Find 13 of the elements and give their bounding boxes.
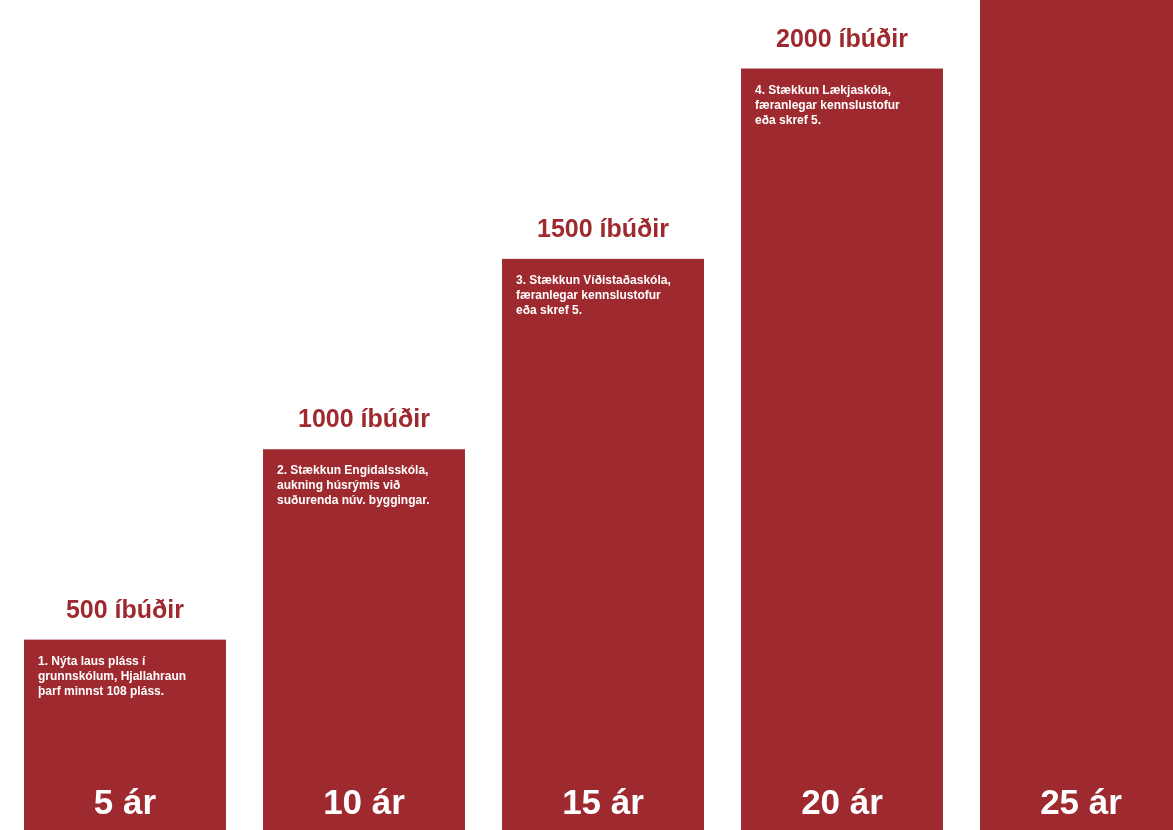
data-label: 1000 íbúðir bbox=[298, 404, 431, 433]
data-label: 2000 íbúðir bbox=[776, 23, 909, 52]
x-tick-label: 20 ár bbox=[801, 782, 884, 821]
annotation: 2. Stækkun Engidalsskóla, aukning húsrýmis við suðurenda núv. byggingar. bbox=[277, 463, 431, 509]
annotation: 1. Nýta laus pláss í grunnskólum, Hjallahraun þarf minnst 108 pláss. bbox=[38, 653, 188, 699]
x-tick-label: 5 ár bbox=[93, 782, 157, 821]
annotation: 3. Stækkun Víðistaðaskóla, færanlegar kennslustofur eða skref 5. bbox=[516, 272, 672, 318]
x-tick-label: 25 ár bbox=[1040, 782, 1123, 821]
data-label: 1500 íbúðir bbox=[537, 213, 670, 242]
x-tick-label: 10 ár bbox=[323, 782, 406, 821]
x-tick-label: 15 ár bbox=[562, 782, 645, 821]
data-label: 500 íbúðir bbox=[65, 594, 185, 623]
annotation: 4. Stækkun Lækjaskóla, færanlegar kennslustofur eða skref 5. bbox=[755, 82, 901, 128]
